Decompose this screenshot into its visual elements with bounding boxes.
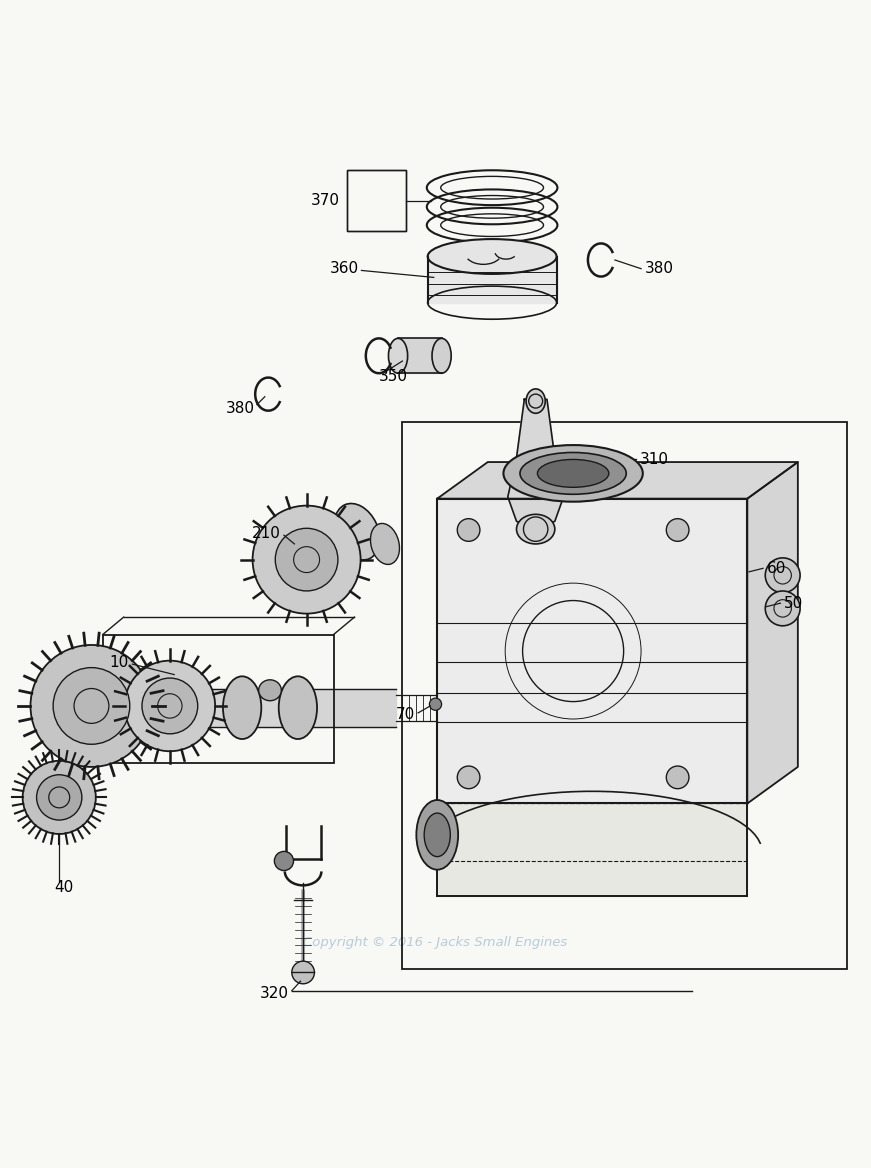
Ellipse shape	[428, 239, 557, 274]
Polygon shape	[437, 463, 798, 499]
Circle shape	[125, 661, 215, 751]
Circle shape	[23, 760, 96, 834]
Ellipse shape	[526, 389, 545, 413]
Text: 380: 380	[226, 401, 254, 416]
Text: 350: 350	[379, 369, 408, 384]
Circle shape	[457, 766, 480, 788]
Text: 370: 370	[311, 193, 340, 208]
Bar	[347, 171, 406, 231]
Polygon shape	[508, 399, 564, 530]
Text: 60: 60	[766, 561, 786, 576]
Bar	[437, 499, 747, 804]
Text: 10: 10	[110, 655, 129, 670]
Ellipse shape	[432, 339, 451, 374]
Circle shape	[30, 645, 152, 767]
Polygon shape	[747, 463, 798, 804]
Text: 320: 320	[260, 986, 289, 1001]
Circle shape	[37, 774, 82, 820]
Circle shape	[766, 591, 800, 626]
Ellipse shape	[334, 503, 380, 559]
Ellipse shape	[503, 445, 643, 502]
Ellipse shape	[517, 514, 555, 544]
Circle shape	[292, 961, 314, 983]
Text: 310: 310	[640, 452, 669, 467]
Circle shape	[457, 519, 480, 541]
Text: 70: 70	[395, 707, 415, 722]
Ellipse shape	[537, 459, 609, 487]
Circle shape	[53, 668, 130, 744]
Text: 380: 380	[645, 262, 673, 276]
Ellipse shape	[279, 676, 317, 739]
Text: 210: 210	[252, 526, 280, 541]
Polygon shape	[398, 339, 442, 374]
Circle shape	[666, 766, 689, 788]
Circle shape	[666, 519, 689, 541]
Ellipse shape	[223, 676, 261, 739]
Ellipse shape	[388, 339, 408, 374]
Ellipse shape	[416, 800, 458, 870]
Text: 360: 360	[330, 262, 359, 276]
Polygon shape	[437, 499, 747, 804]
Circle shape	[766, 558, 800, 592]
Ellipse shape	[520, 452, 626, 494]
Ellipse shape	[424, 813, 450, 856]
Circle shape	[274, 851, 294, 870]
Circle shape	[142, 679, 198, 734]
Bar	[402, 422, 847, 969]
Text: Copyright © 2016 - Jacks Small Engines: Copyright © 2016 - Jacks Small Engines	[303, 937, 568, 950]
Ellipse shape	[259, 680, 281, 701]
Circle shape	[275, 528, 338, 591]
Circle shape	[253, 506, 361, 613]
Polygon shape	[126, 688, 396, 726]
Polygon shape	[437, 804, 747, 896]
Circle shape	[429, 698, 442, 710]
Ellipse shape	[370, 523, 400, 564]
Text: 50: 50	[784, 596, 803, 611]
Bar	[103, 634, 334, 764]
Text: 40: 40	[54, 880, 73, 895]
Bar	[347, 171, 406, 231]
